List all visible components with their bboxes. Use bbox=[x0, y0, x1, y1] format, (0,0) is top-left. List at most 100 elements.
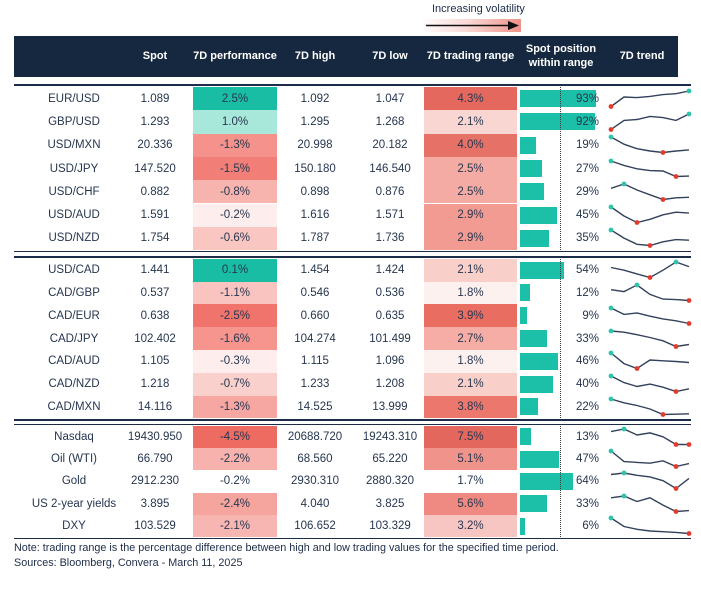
trading-range-cell: 4.3% bbox=[424, 87, 517, 111]
position-percent: 6% bbox=[582, 520, 599, 533]
high-value: 2930.310 bbox=[291, 475, 339, 488]
low-value: 1.571 bbox=[375, 209, 405, 222]
trading-range-cell: 3.2% bbox=[424, 514, 517, 538]
column-header-range: 7D trading range bbox=[426, 49, 515, 62]
position-percent: 33% bbox=[575, 332, 599, 345]
trading-range-cell: 2.1% bbox=[424, 372, 517, 396]
trend-sparkline bbox=[608, 448, 690, 470]
high-value: 0.546 bbox=[300, 286, 330, 299]
table-row: USD/CHF 0.882 -0.8% 0.898 0.876 2.5% 29% bbox=[0, 180, 701, 204]
position-percent: 92% bbox=[575, 115, 599, 128]
performance-cell: -0.8% bbox=[193, 180, 277, 204]
trend-sparkline bbox=[610, 259, 690, 281]
low-value: 101.499 bbox=[369, 332, 411, 345]
position-percent: 40% bbox=[575, 378, 599, 391]
high-value: 20688.720 bbox=[287, 430, 343, 443]
trading-range-cell: 1.8% bbox=[424, 281, 517, 305]
spot-value: 19430.950 bbox=[127, 430, 183, 443]
trading-range-cell: 3.8% bbox=[424, 395, 517, 419]
instrument-label: USD/CHF bbox=[48, 185, 100, 198]
midrange-dotted-line bbox=[560, 425, 561, 538]
instrument-label: USD/MXN bbox=[47, 139, 101, 152]
table-row: EUR/USD 1.089 2.5% 1.092 1.047 4.3% 93% bbox=[0, 87, 701, 111]
high-value: 1.233 bbox=[300, 378, 330, 391]
table-row: USD/CAD 1.441 0.1% 1.454 1.424 2.1% 54% bbox=[0, 258, 701, 282]
performance-cell: -4.5% bbox=[193, 425, 277, 448]
trend-sparkline bbox=[608, 158, 690, 179]
trend-sparkline bbox=[608, 228, 690, 249]
position-percent: 22% bbox=[575, 400, 599, 413]
spot-value: 20.336 bbox=[137, 139, 173, 152]
performance-cell: -2.4% bbox=[193, 492, 277, 515]
instrument-label: CAD/EUR bbox=[48, 309, 100, 322]
column-header-high: 7D high bbox=[294, 49, 336, 62]
performance-cell: -0.3% bbox=[193, 349, 277, 373]
trading-range-cell: 2.1% bbox=[424, 258, 517, 282]
trend-sparkline bbox=[610, 282, 692, 303]
column-header-low: 7D low bbox=[372, 49, 408, 62]
instrument-label: CAD/NZD bbox=[48, 378, 100, 391]
trading-range-cell: 4.0% bbox=[424, 133, 517, 157]
spot-value: 2912.230 bbox=[131, 475, 179, 488]
high-value: 1.115 bbox=[301, 355, 329, 368]
spot-value: 14.116 bbox=[137, 400, 173, 413]
high-value: 106.652 bbox=[294, 520, 336, 533]
table-section: Nasdaq 19430.950 -4.5% 20688.720 19243.3… bbox=[0, 425, 701, 538]
instrument-label: CAD/MXN bbox=[47, 400, 101, 413]
low-value: 1.268 bbox=[375, 115, 405, 128]
spot-value: 1.218 bbox=[140, 378, 170, 391]
low-value: 0.635 bbox=[375, 309, 405, 322]
low-value: 146.540 bbox=[369, 162, 411, 175]
trend-sparkline bbox=[608, 373, 690, 395]
position-percent: 46% bbox=[575, 355, 599, 368]
trend-sparkline bbox=[608, 88, 692, 109]
table-section: EUR/USD 1.089 2.5% 1.092 1.047 4.3% 93% … bbox=[0, 87, 701, 251]
midrange-dotted-line bbox=[560, 87, 561, 251]
low-value: 1.047 bbox=[375, 92, 405, 105]
trend-sparkline bbox=[608, 350, 690, 372]
trading-range-cell: 2.5% bbox=[424, 156, 517, 181]
performance-cell: -1.5% bbox=[193, 156, 277, 181]
increasing-volatility-label: Increasing volatility bbox=[432, 3, 525, 15]
table-section: USD/CAD 1.441 0.1% 1.454 1.424 2.1% 54% … bbox=[0, 258, 701, 419]
position-bar bbox=[520, 472, 573, 490]
position-bar bbox=[520, 183, 544, 201]
high-value: 0.898 bbox=[300, 185, 330, 198]
position-percent: 45% bbox=[575, 209, 599, 222]
position-bar bbox=[520, 136, 536, 154]
high-value: 14.525 bbox=[297, 400, 333, 413]
instrument-label: EUR/USD bbox=[48, 92, 100, 105]
trend-sparkline bbox=[610, 493, 690, 514]
trend-sparkline bbox=[610, 471, 690, 492]
performance-cell: -1.3% bbox=[193, 133, 277, 157]
column-header-trend: 7D trend bbox=[619, 49, 665, 62]
performance-cell: -2.2% bbox=[193, 447, 277, 471]
trend-sparkline bbox=[608, 204, 690, 226]
spot-value: 103.529 bbox=[134, 520, 176, 533]
high-value: 1.616 bbox=[300, 209, 330, 222]
table-row: USD/JPY 147.520 -1.5% 150.180 146.540 2.… bbox=[0, 156, 701, 181]
table-row: Nasdaq 19430.950 -4.5% 20688.720 19243.3… bbox=[0, 425, 701, 448]
increasing-volatility-arrow-icon bbox=[424, 19, 521, 32]
table-row: USD/NZD 1.754 -0.6% 1.787 1.736 2.9% 35% bbox=[0, 226, 701, 251]
instrument-label: USD/AUD bbox=[48, 209, 100, 222]
table-row: Oil (WTI) 66.790 -2.2% 68.560 65.220 5.1… bbox=[0, 447, 701, 471]
table-row: DXY 103.529 -2.1% 106.652 103.329 3.2% 6… bbox=[0, 514, 701, 538]
low-value: 1.736 bbox=[375, 232, 405, 245]
low-value: 2880.320 bbox=[366, 475, 414, 488]
position-percent: 35% bbox=[575, 232, 599, 245]
separator-line bbox=[14, 423, 691, 426]
instrument-label: USD/NZD bbox=[48, 232, 100, 245]
performance-cell: -0.2% bbox=[193, 470, 277, 493]
low-value: 0.876 bbox=[375, 185, 405, 198]
low-value: 1.096 bbox=[375, 355, 405, 368]
separator-line bbox=[14, 84, 691, 86]
position-percent: 47% bbox=[575, 453, 599, 466]
performance-cell: -0.6% bbox=[193, 226, 277, 251]
table-row: CAD/AUD 1.105 -0.3% 1.115 1.096 1.8% 46% bbox=[0, 349, 701, 373]
trend-sparkline bbox=[608, 328, 690, 349]
table-row: CAD/EUR 0.638 -2.5% 0.660 0.635 3.9% 9% bbox=[0, 304, 701, 328]
trading-range-cell: 2.1% bbox=[424, 110, 517, 134]
position-bar bbox=[520, 160, 543, 178]
trend-sparkline bbox=[610, 181, 690, 202]
